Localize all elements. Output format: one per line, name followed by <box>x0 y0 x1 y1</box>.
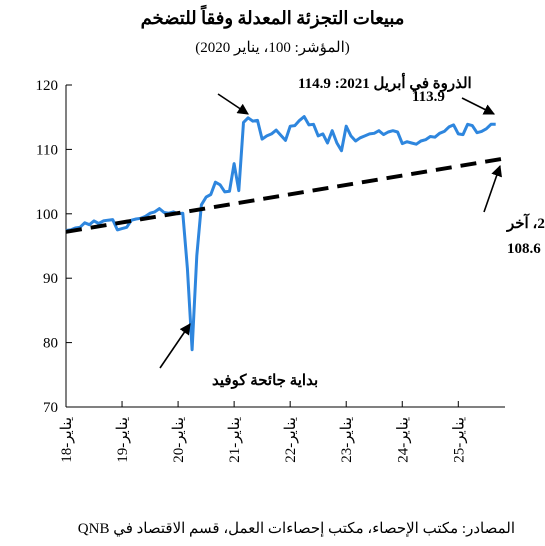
x-tick-label: يناير-19 <box>115 417 131 463</box>
y-tick-label: 120 <box>36 78 59 94</box>
y-tick-label: 80 <box>43 336 58 352</box>
x-tick-label: يناير-18 <box>59 417 75 463</box>
x-tick-label: يناير-20 <box>171 417 187 463</box>
source-note: المصادر: مكتب الإحصاء، مكتب إحصاءات العم… <box>77 521 515 537</box>
covid-arrow <box>159 323 191 369</box>
peak-annotation: الذروة في أبريل 2021: 114.9 <box>298 72 472 93</box>
y-axis-ticks: 70 80 90 100 110 120 <box>36 78 72 416</box>
trend-annotation-line1: الاتجاه خلال 2018-2019، آخر <box>506 213 545 232</box>
trend-arrow <box>483 164 502 213</box>
series-group <box>65 115 506 352</box>
covid-annotation: بداية جائحة كوفيد <box>212 373 318 389</box>
y-tick-label: 110 <box>36 142 58 158</box>
y-tick-label: 100 <box>36 207 59 223</box>
last-value-annotation: 113.9 <box>412 89 445 105</box>
retail-sales-line <box>65 115 496 352</box>
y-tick-label: 90 <box>43 271 58 287</box>
chart-title: مبيعات التجزئة المعدلة وفقاً للتضخم <box>140 8 405 28</box>
trend-annotation-line2: البيانات: 108.6 <box>507 241 545 257</box>
x-tick-label: يناير-22 <box>283 417 299 463</box>
x-tick-label: يناير-21 <box>227 417 243 463</box>
x-tick-label: يناير-23 <box>339 417 355 463</box>
y-tick-label: 70 <box>43 400 58 416</box>
x-axis-ticks: يناير-18 يناير-19 يناير-20 يناير-21 يناير-22… <box>59 401 467 463</box>
peak-arrow <box>217 93 249 115</box>
x-tick-label: يناير-25 <box>451 417 467 463</box>
chart-subtitle: (المؤشر: 100، يناير 2020) <box>195 40 350 56</box>
last-value-arrow <box>461 97 496 115</box>
x-tick-label: يناير-24 <box>395 417 411 463</box>
